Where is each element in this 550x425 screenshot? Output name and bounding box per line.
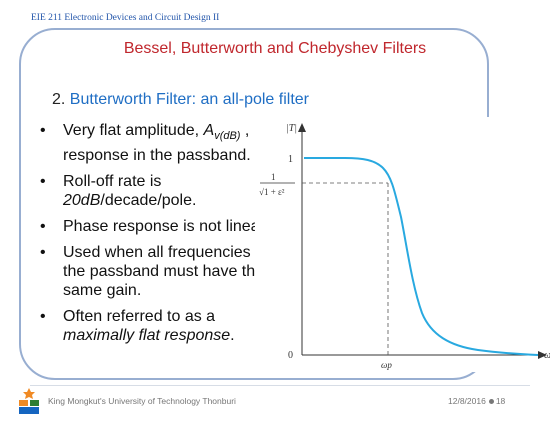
- separator-dot: [488, 398, 494, 404]
- y-tick-zero: 0: [288, 350, 293, 361]
- bullet-text: Very flat amplitude,: [63, 122, 204, 139]
- section-heading: 2. Butterworth Filter: an all-pole filte…: [52, 91, 309, 109]
- y-tick-one: 1: [288, 154, 293, 165]
- bullet-text: .: [230, 327, 235, 345]
- bullet-text: Often referred to as a: [63, 308, 216, 326]
- section-number: 2.: [52, 91, 66, 108]
- page-number: 18: [495, 396, 506, 406]
- y-axis-arrow: [298, 123, 306, 132]
- footer-divider: [30, 385, 530, 386]
- bullet-text: /decade/pole.: [100, 192, 197, 210]
- bullet-text: Roll-off rate is: [63, 173, 162, 191]
- bullet-variable: A: [203, 122, 215, 139]
- course-header: EIE 211 Electronic Devices and Circuit D…: [31, 13, 220, 23]
- butterworth-response-graph: |T| 1 1 √1 + ε² 0 ωp ω: [255, 117, 550, 372]
- y-tick-fraction-numerator: 1: [271, 172, 276, 182]
- x-tick-omega-p: ωp: [381, 360, 392, 370]
- footer-date: 12/8/2016: [448, 396, 486, 406]
- kmutt-logo: [19, 388, 39, 414]
- bullet-item: Roll-off rate is 20dB/decade/pole.: [38, 172, 278, 210]
- bullet-italic: 20dB: [63, 192, 101, 210]
- y-tick-fraction-denominator: √1 + ε²: [259, 187, 285, 197]
- x-axis-label: ω: [544, 350, 550, 361]
- bullet-italic: maximally flat response: [63, 327, 231, 345]
- bullet-text: , response in the passband.: [63, 122, 251, 165]
- x-axis-arrow: [538, 351, 547, 359]
- bullet-item: Used when all frequencies in the passban…: [38, 243, 278, 300]
- bullet-item: Very flat amplitude, Av(dB) , response i…: [38, 121, 278, 165]
- bullet-list: Very flat amplitude, Av(dB) , response i…: [38, 121, 278, 352]
- bullet-text: Used when all frequencies in the passban…: [63, 244, 268, 300]
- bullet-text: Phase response is not linear.: [63, 218, 269, 236]
- bullet-subscript: v(dB): [214, 130, 241, 143]
- slide-title: Bessel, Butterworth and Chebyshev Filter…: [123, 40, 427, 57]
- footer-date-page: 12/8/2016 18: [448, 396, 505, 406]
- magnitude-curve: [304, 157, 539, 356]
- section-title: Butterworth Filter: an all-pole filter: [69, 91, 309, 108]
- bullet-item: Phase response is not linear.: [38, 217, 278, 236]
- bullet-item: Often referred to as a maximally flat re…: [38, 307, 278, 345]
- y-axis-label: |T|: [286, 123, 297, 134]
- footer-university: King Mongkut's University of Technology …: [48, 396, 236, 406]
